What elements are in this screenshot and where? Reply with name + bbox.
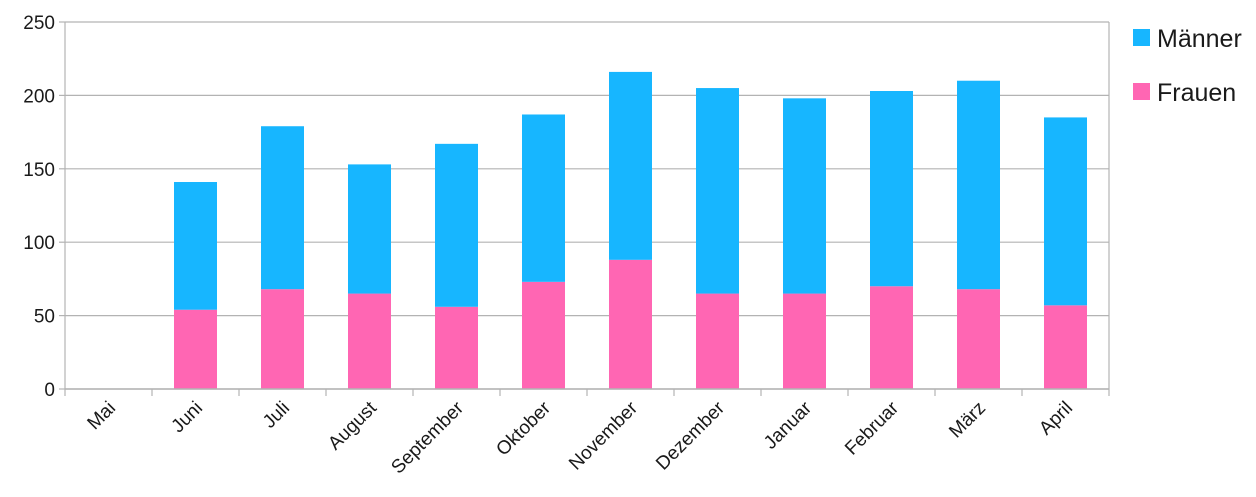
bar-mnner-september [435, 143, 478, 307]
bar-frauen-april [1044, 305, 1087, 389]
x-tick-label: September [387, 397, 468, 478]
y-tick-label: 0 [44, 380, 55, 401]
bar-mnner-juli [261, 126, 304, 290]
bar-frauen-juli [261, 289, 304, 389]
legend-swatch-frauen [1133, 83, 1150, 100]
y-tick-label: 250 [23, 13, 55, 34]
bar-frauen-januar [783, 293, 826, 389]
bar-frauen-august [348, 293, 391, 389]
bar-frauen-juni [174, 309, 217, 389]
gridlines [65, 21, 1109, 390]
bar-frauen-februar [870, 286, 913, 389]
y-tick-label: 50 [34, 307, 55, 328]
bar-frauen-november [609, 259, 652, 389]
x-tick-label: Juli [259, 398, 294, 433]
axes [59, 21, 1110, 396]
bar-mnner-dezember [696, 88, 739, 294]
bar-mnner-juni [174, 182, 217, 310]
x-tick-label: November [565, 397, 642, 474]
x-tick-label: April [1035, 398, 1077, 440]
bars [174, 71, 1087, 389]
x-tick-label: Januar [760, 397, 816, 453]
y-tick-label: 200 [23, 86, 55, 107]
legend: Männer Frauen [1133, 25, 1242, 107]
y-tick-label: 150 [23, 160, 55, 181]
y-tick-label: 100 [23, 233, 55, 254]
legend-swatch-mnner [1133, 29, 1150, 46]
x-tick-label: Dezember [652, 397, 729, 474]
bar-frauen-dezember [696, 293, 739, 389]
bar-mnner-oktober [522, 114, 565, 282]
bar-mnner-februar [870, 90, 913, 287]
bar-mnner-april [1044, 117, 1087, 306]
bar-mnner-november [609, 71, 652, 260]
legend-label: Frauen [1157, 79, 1236, 107]
bar-frauen-oktober [522, 281, 565, 389]
bar-mnner-januar [783, 98, 826, 294]
x-tick-label: Mai [84, 398, 121, 435]
bar-frauen-september [435, 306, 478, 389]
bar-mnner-august [348, 164, 391, 294]
bar-frauen-mrz [957, 289, 1000, 389]
x-tick-label: Februar [841, 397, 903, 459]
bar-mnner-mrz [957, 80, 1000, 290]
x-tick-label: August [324, 397, 381, 454]
x-tick-label: Juni [168, 398, 207, 437]
x-tick-label: Oktober [492, 397, 555, 460]
x-tick-label: März [945, 398, 990, 443]
legend-label: Männer [1157, 25, 1242, 53]
